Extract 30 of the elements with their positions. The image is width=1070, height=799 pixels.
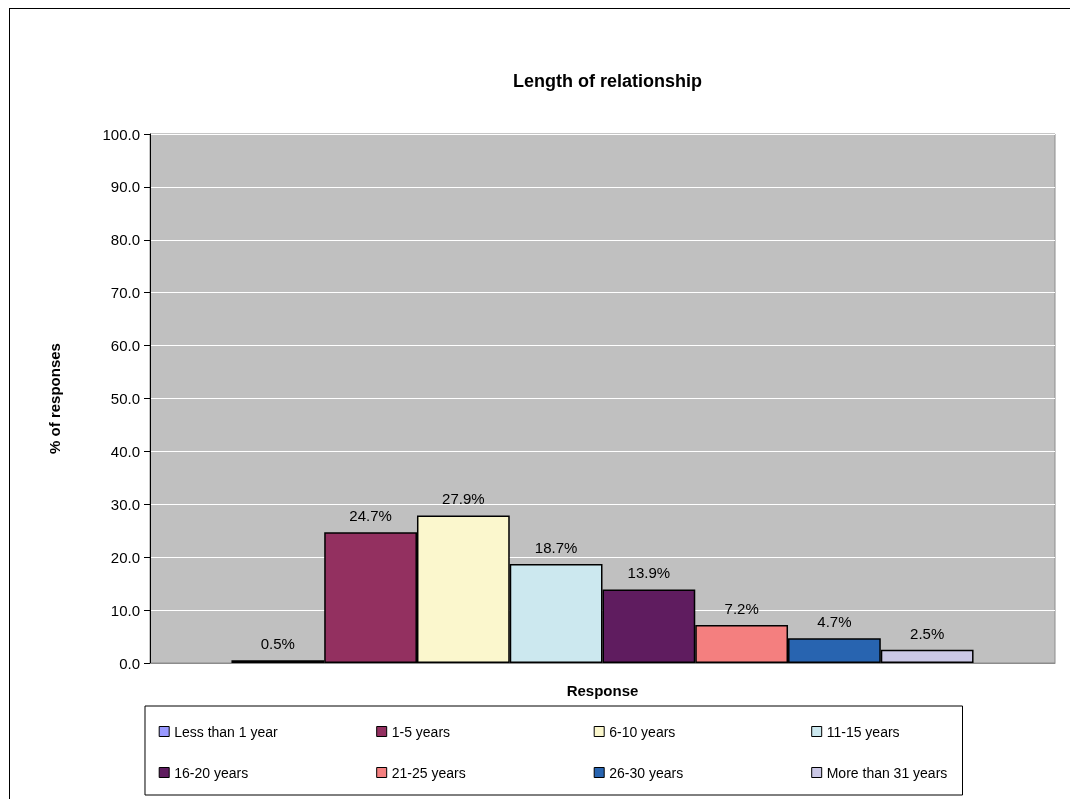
data-label: 18.7% [534, 539, 578, 557]
data-label: 4.7% [817, 613, 852, 631]
y-tick-label: 70.0 [110, 284, 140, 302]
y-tick-label: 90.0 [110, 178, 140, 196]
chart-title: Length of relationship [513, 71, 702, 91]
y-tick-label: 80.0 [110, 231, 140, 249]
y-tick-label: 60.0 [110, 337, 140, 355]
legend-label: 26-30 years [609, 764, 684, 781]
data-label: 13.9% [627, 564, 671, 582]
y-tick-label: 100.0 [102, 125, 140, 143]
legend-label: 6-10 years [609, 723, 676, 740]
y-tick-label: 0.0 [119, 654, 140, 672]
data-label: 27.9% [442, 490, 485, 508]
data-label: 0.5% [260, 635, 295, 653]
legend-label: 21-25 years [391, 764, 466, 781]
y-tick-label: 10.0 [110, 601, 140, 619]
y-tick-label: 50.0 [110, 390, 140, 407]
y-tick-label: 20.0 [110, 548, 140, 566]
legend-label: Less than 1 year [174, 723, 279, 740]
legend-label: More than 31 years [826, 764, 948, 781]
legend-label: 11-15 years [826, 723, 900, 740]
y-tick-label: 40.0 [110, 442, 140, 460]
y-tick-label: 30.0 [110, 495, 140, 513]
x-axis-title: Response [566, 682, 639, 699]
legend-label: 1-5 years [391, 723, 451, 740]
legend-label: 16-20 years [174, 764, 249, 781]
y-axis-title: % of responses [46, 343, 63, 454]
data-label: 7.2% [724, 599, 759, 617]
data-label: 2.5% [910, 624, 945, 642]
data-label: 24.7% [349, 507, 392, 525]
